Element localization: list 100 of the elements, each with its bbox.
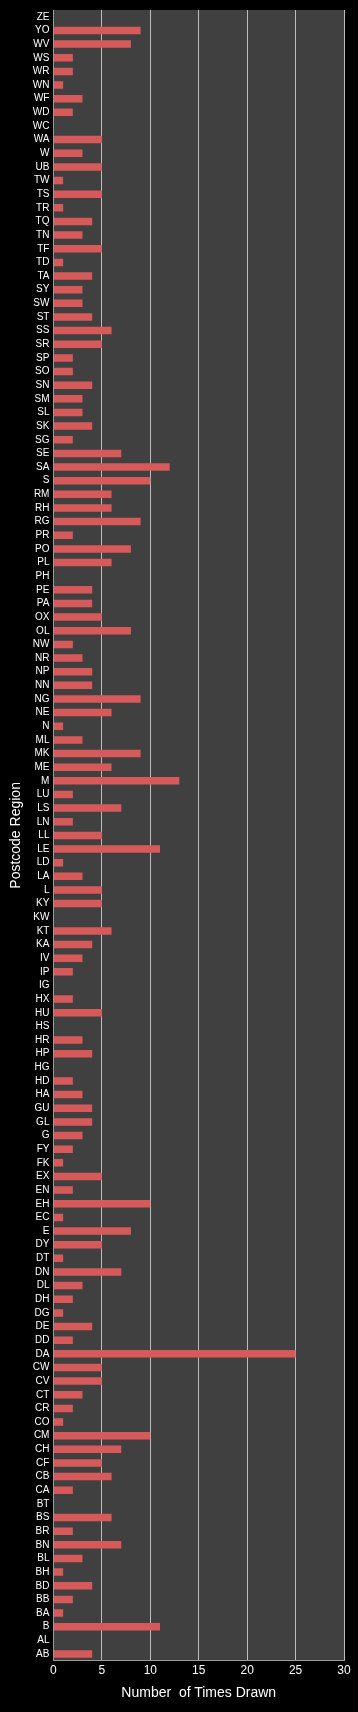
y-tick-label: SM: [34, 392, 50, 404]
y-tick-label: SG: [35, 433, 50, 445]
bar: [53, 831, 102, 840]
bar: [53, 777, 180, 785]
bar: [53, 1336, 73, 1344]
bar: [53, 1090, 83, 1099]
bar: [53, 1131, 83, 1140]
y-tick-label: DL: [36, 1279, 50, 1291]
y-tick-label: IV: [40, 951, 50, 963]
bar: [53, 436, 73, 444]
bar: [53, 1541, 122, 1549]
y-tick-label: HU: [35, 1006, 50, 1018]
y-tick-label: AL: [37, 1634, 50, 1646]
bar: [53, 381, 93, 389]
y-tick-label: BS: [36, 1511, 50, 1523]
bar: [53, 1418, 64, 1426]
y-tick-label: LE: [37, 842, 50, 854]
bar: [53, 1159, 64, 1167]
y-tick-label: PR: [35, 529, 50, 540]
bar: [53, 872, 83, 881]
bar: [53, 163, 102, 171]
y-tick-label: S: [42, 474, 50, 486]
y-tick-label: B: [42, 1620, 50, 1632]
y-tick-label: E: [42, 1224, 50, 1236]
bar: [53, 26, 141, 35]
y-tick-label: KA: [36, 938, 50, 950]
bar: [53, 1186, 73, 1194]
bar: [53, 149, 83, 157]
y-tick-label: TF: [37, 242, 50, 254]
bar: [53, 313, 93, 321]
bar: [53, 395, 83, 403]
y-tick-label: EH: [35, 1197, 50, 1209]
y-tick-label: FK: [36, 1156, 50, 1168]
x-tick-label: 20: [240, 1663, 255, 1678]
bar: [53, 422, 93, 430]
bar: [53, 1036, 83, 1044]
y-tick-label: LS: [37, 801, 50, 813]
y-tick-label: TQ: [35, 215, 50, 227]
y-tick-label: NP: [35, 665, 50, 677]
bar: [53, 204, 64, 212]
y-tick-label: TS: [36, 187, 50, 199]
bar: [53, 1486, 73, 1495]
bar: [53, 722, 64, 731]
y-tick-label: NN: [35, 679, 50, 691]
y-tick-label: L: [43, 883, 50, 895]
bar: [53, 1445, 122, 1454]
bar: [53, 763, 112, 771]
bar: [53, 326, 112, 335]
y-tick-label: BR: [35, 1524, 50, 1536]
y-tick-label: HP: [35, 1047, 50, 1059]
y-tick-label: W: [40, 147, 51, 158]
bar: [53, 1145, 73, 1153]
y-tick-label: HR: [35, 1033, 50, 1045]
bar: [53, 749, 141, 758]
bar: [53, 558, 112, 567]
bar: [53, 818, 73, 826]
y-tick-label: NR: [35, 651, 50, 663]
bar: [53, 858, 64, 867]
y-tick-label: BT: [36, 1497, 50, 1509]
y-tick-label: CO: [34, 1415, 50, 1427]
y-tick-label: WD: [32, 106, 50, 118]
bar: [53, 94, 83, 103]
y-tick-label: PH: [35, 569, 50, 581]
y-tick-label: HX: [35, 992, 50, 1004]
y-tick-label: WS: [33, 51, 50, 63]
y-tick-label: CW: [32, 1361, 51, 1373]
y-tick-label: AB: [36, 1647, 50, 1659]
bar: [53, 354, 73, 362]
bar: [53, 463, 170, 471]
bar: [53, 245, 102, 253]
y-tick-label: SP: [36, 351, 50, 363]
y-tick-label: SW: [33, 297, 51, 309]
bar: [53, 899, 102, 908]
bar: [53, 176, 64, 185]
y-tick-label: CT: [36, 1388, 50, 1400]
y-tick-label: ML: [35, 733, 50, 745]
y-tick-label: SA: [36, 460, 50, 472]
bar: [53, 545, 131, 553]
y-tick-label: LD: [36, 856, 50, 868]
bar: [53, 1595, 73, 1604]
bar: [53, 1227, 131, 1235]
y-tick-label: NE: [35, 706, 50, 718]
y-tick-label: RH: [35, 501, 50, 513]
y-tick-label: ZE: [36, 10, 50, 22]
bar: [53, 1295, 73, 1304]
bar: [53, 190, 102, 198]
y-tick-label: M: [41, 774, 50, 786]
bar: [53, 285, 83, 294]
y-tick-label: KY: [36, 897, 50, 909]
bar: [53, 490, 112, 499]
y-tick-label: EN: [35, 1183, 50, 1195]
y-tick-label: SN: [35, 378, 50, 390]
y-tick-label: NG: [34, 692, 50, 704]
y-tick-label: DG: [34, 1306, 50, 1318]
y-tick-label: RG: [34, 515, 50, 527]
bar: [53, 695, 141, 703]
y-tick-label: EX: [36, 1170, 50, 1182]
y-tick-label: PE: [36, 583, 50, 595]
y-tick-label: HS: [35, 1020, 50, 1032]
bar: [53, 1254, 64, 1263]
